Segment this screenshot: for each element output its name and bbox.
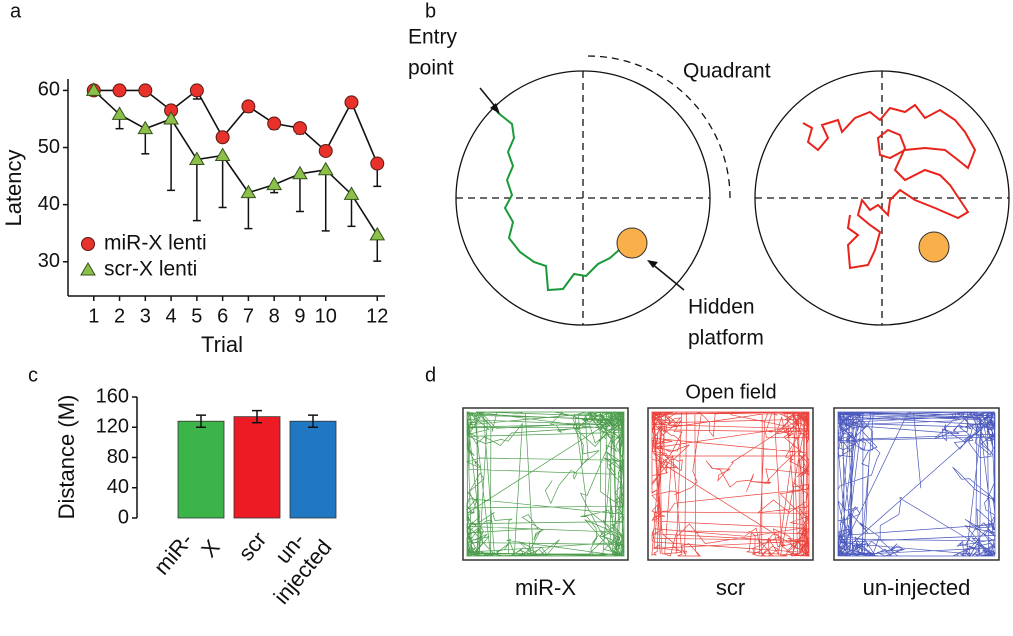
data-point (163, 110, 179, 125)
x-tick-label: un-injected (249, 519, 336, 609)
error-bar (167, 118, 176, 192)
platform (616, 227, 648, 259)
data-point (214, 147, 231, 162)
data-point (369, 226, 386, 241)
data-point (318, 143, 333, 158)
legend-label: miR-X lenti (104, 232, 207, 255)
y-tick-label: 50 (38, 136, 60, 158)
data-point (215, 130, 230, 145)
error-bar (252, 409, 262, 424)
y-tick-label: 60 (38, 79, 60, 101)
x-tick-label: 2 (114, 305, 125, 327)
label-line: miR- (149, 528, 198, 580)
annotation: Hidden (688, 296, 755, 319)
error-bar (295, 173, 304, 213)
bar (177, 420, 225, 519)
error-bar (244, 192, 253, 230)
y-tick-label: 120 (96, 416, 129, 438)
data-point (292, 121, 307, 136)
data-point (370, 156, 385, 171)
x-tick-label: 12 (366, 305, 388, 327)
legend-marker (81, 237, 95, 251)
error-bar (308, 414, 318, 428)
data-point (343, 186, 360, 200)
error-bar (321, 169, 330, 232)
pointer-arrow (650, 262, 685, 291)
track (650, 410, 810, 557)
data-point (189, 83, 204, 98)
data-point (137, 120, 154, 135)
data-point (292, 165, 308, 180)
y-tick-label: 0 (118, 506, 129, 528)
data-point (85, 82, 102, 96)
quadrant-arc (587, 55, 731, 199)
x-tick-label: 10 (315, 305, 337, 327)
data-point (317, 161, 334, 176)
y-tick-label: 30 (38, 250, 60, 272)
platform (918, 231, 950, 263)
panel-title: Open field (685, 381, 776, 403)
arena (462, 407, 629, 561)
arrow-head (490, 103, 500, 114)
data-point (240, 184, 257, 199)
x-tick-label: 3 (140, 305, 151, 327)
arrow-head (647, 260, 658, 268)
panel-label: b (425, 0, 436, 22)
data-point (267, 116, 282, 131)
x-tick-label: 1 (88, 305, 99, 327)
annotation: Entry (408, 26, 458, 49)
y-tick-label: 40 (107, 476, 129, 498)
error-bar (218, 155, 227, 209)
error-bar (192, 159, 201, 222)
x-tick-label: 7 (243, 305, 254, 327)
track (465, 410, 626, 557)
bar (233, 416, 281, 519)
y-tick-label: 40 (38, 193, 60, 215)
series-line (93, 89, 379, 164)
label-line: X (196, 534, 225, 562)
data-point (112, 83, 127, 98)
data-point (188, 151, 205, 166)
swim-path (496, 111, 620, 292)
data-point (138, 83, 153, 98)
y-tick-label: 160 (96, 385, 129, 407)
arena-label: scr (716, 575, 745, 600)
x-tick-label: 9 (294, 305, 305, 327)
panel-label: d (425, 364, 436, 386)
data-point (344, 95, 359, 110)
y-axis-label: Distance (M) (54, 395, 79, 520)
arena-label: miR-X (515, 575, 576, 600)
data-point (241, 99, 256, 114)
panel-label: a (10, 0, 22, 22)
error-bar (196, 414, 206, 428)
swim-path (802, 103, 977, 270)
x-tick-label: scr (233, 527, 271, 566)
bar (289, 420, 337, 519)
annotation: Quadrant (683, 60, 771, 83)
arena-label: un-injected (863, 575, 971, 600)
x-tick-label: 4 (166, 305, 177, 327)
y-tick-label: 80 (107, 446, 129, 468)
x-tick-label: 8 (269, 305, 280, 327)
x-tick-label: 6 (217, 305, 228, 327)
series-line (93, 89, 378, 236)
data-point (266, 176, 283, 191)
arena (647, 407, 814, 561)
y-axis-label: Latency (1, 149, 26, 226)
legend-label: scr-X lenti (104, 258, 197, 281)
legend-marker (80, 262, 96, 276)
track (837, 411, 997, 558)
panel-label: c (28, 364, 38, 386)
annotation: point (408, 57, 454, 80)
x-tick-label: miR-X (149, 518, 225, 595)
arena (833, 407, 1000, 561)
data-point (111, 106, 128, 120)
annotation: platform (688, 327, 764, 350)
x-axis-label: Trial (201, 332, 243, 357)
x-tick-label: 5 (191, 305, 202, 327)
